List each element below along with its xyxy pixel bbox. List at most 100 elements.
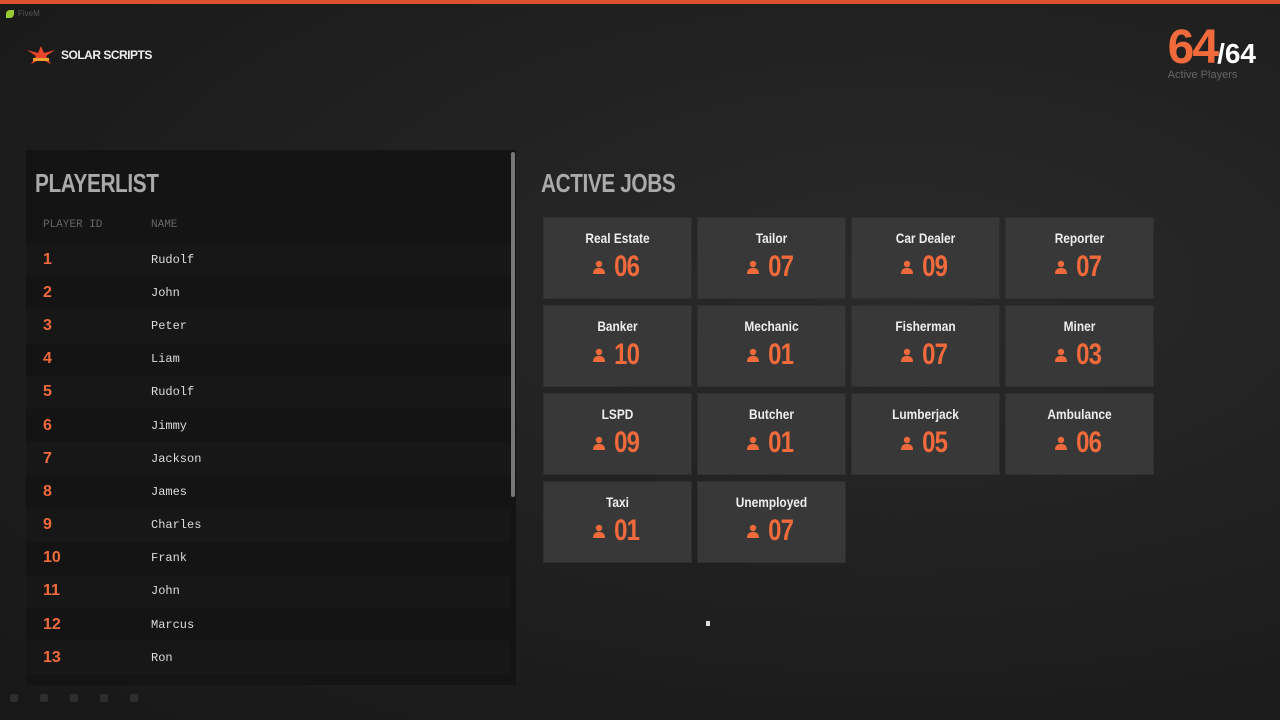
- toolbar-icon[interactable]: [40, 694, 48, 702]
- job-count: 01: [768, 338, 794, 371]
- player-row[interactable]: 9 Charles: [26, 508, 510, 542]
- playerlist-title: PLAYERLIST: [35, 168, 159, 198]
- toolbar-icon[interactable]: [70, 694, 78, 702]
- job-tile[interactable]: Car Dealer 09: [851, 217, 1000, 299]
- job-name: Banker: [597, 318, 638, 334]
- player-id: 13: [43, 648, 61, 666]
- job-tile[interactable]: Mechanic 01: [697, 305, 846, 387]
- player-rows: 1 Rudolf 2 John 3 Peter 4 Liam 5 Rudolf 6 Jimmy 7 Jac…: [26, 243, 510, 675]
- job-name: Lumberjack: [892, 406, 959, 422]
- person-icon: [1055, 348, 1068, 362]
- player-row[interactable]: 12 Marcus: [26, 608, 510, 641]
- person-icon: [593, 348, 606, 362]
- player-id: 6: [43, 416, 52, 434]
- job-name: Taxi: [606, 494, 629, 510]
- job-count: 06: [614, 250, 640, 283]
- job-name: Butcher: [749, 406, 794, 422]
- job-count: 07: [768, 250, 794, 283]
- job-name: LSPD: [601, 406, 634, 422]
- person-icon: [593, 260, 606, 274]
- person-icon: [901, 436, 914, 450]
- job-count: 07: [768, 514, 794, 547]
- top-accent-bar: [0, 0, 1280, 4]
- person-icon: [747, 436, 760, 450]
- job-name: Fisherman: [895, 318, 956, 334]
- player-name: James: [151, 484, 188, 499]
- job-name: Reporter: [1054, 230, 1105, 246]
- job-name: Miner: [1063, 318, 1096, 334]
- player-row[interactable]: 10 Frank: [26, 542, 510, 575]
- person-icon: [747, 260, 760, 274]
- toolbar-icon[interactable]: [100, 694, 108, 702]
- person-icon: [747, 348, 760, 362]
- player-id: 10: [43, 549, 61, 567]
- player-name: Frank: [151, 551, 188, 566]
- active-count: 64: [1167, 21, 1219, 74]
- player-row[interactable]: 3 Peter: [26, 309, 510, 343]
- player-row[interactable]: 7 Jackson: [26, 442, 510, 476]
- job-tile[interactable]: Miner 03: [1005, 305, 1154, 387]
- player-name: Jimmy: [151, 418, 188, 433]
- job-tile[interactable]: Real Estate 06: [543, 217, 692, 299]
- player-name: Rudolf: [151, 385, 195, 400]
- job-tile[interactable]: Banker 10: [543, 305, 692, 387]
- job-tile[interactable]: Reporter 07: [1005, 217, 1154, 299]
- job-tile[interactable]: Butcher 01: [697, 393, 846, 475]
- job-tile[interactable]: Fisherman 07: [851, 305, 1000, 387]
- toolbar-icon[interactable]: [10, 694, 18, 702]
- job-count: 09: [614, 426, 640, 459]
- job-tile[interactable]: Unemployed 07: [697, 481, 846, 563]
- window-title-text: FiveM: [18, 9, 40, 18]
- player-row[interactable]: 11 John: [26, 574, 510, 609]
- player-row[interactable]: 6 Jimmy: [26, 409, 510, 442]
- job-name: Tailor: [755, 230, 788, 246]
- job-count: 09: [922, 250, 948, 283]
- player-row[interactable]: 4 Liam: [26, 343, 510, 376]
- player-name: Marcus: [151, 617, 195, 632]
- window-title: FiveM: [6, 9, 40, 18]
- player-name: Jackson: [151, 451, 202, 466]
- app-icon: [6, 9, 14, 18]
- job-tile[interactable]: Lumberjack 05: [851, 393, 1000, 475]
- player-name: John: [151, 285, 180, 300]
- mouse-cursor: [706, 621, 710, 626]
- player-name: Charles: [151, 518, 202, 533]
- player-id: 2: [43, 283, 52, 301]
- job-count: 10: [614, 338, 640, 371]
- job-tile[interactable]: LSPD 09: [543, 393, 692, 475]
- jobs-grid: Real Estate 06 Tailor 07 Car Dealer 09 Reporte…: [543, 217, 1154, 563]
- player-id: 9: [43, 516, 52, 534]
- job-name: Ambulance: [1047, 406, 1112, 422]
- player-id: 5: [43, 383, 52, 401]
- job-count: 03: [1076, 338, 1102, 371]
- person-icon: [901, 260, 914, 274]
- job-count: 01: [768, 426, 794, 459]
- player-row[interactable]: 5 Rudolf: [26, 375, 510, 409]
- person-icon: [901, 348, 914, 362]
- playerlist-panel: PLAYERLIST PLAYER ID NAME 1 Rudolf 2 John 3 P…: [26, 150, 516, 685]
- toolbar-icon[interactable]: [130, 694, 138, 702]
- player-name: Ron: [151, 650, 173, 665]
- job-tile[interactable]: Taxi 01: [543, 481, 692, 563]
- job-tile[interactable]: Ambulance 06: [1005, 393, 1154, 475]
- playerlist-scrollbar[interactable]: [511, 152, 515, 497]
- bottom-toolbar: [10, 694, 138, 702]
- player-name: Liam: [151, 352, 180, 367]
- active-players-counter: 64/64 Active Players: [1168, 20, 1256, 81]
- player-row[interactable]: 1 Rudolf: [26, 243, 510, 277]
- person-icon: [593, 436, 606, 450]
- job-tile[interactable]: Tailor 07: [697, 217, 846, 299]
- job-name: Unemployed: [735, 494, 808, 510]
- column-header-player-id: PLAYER ID: [43, 219, 103, 231]
- player-row[interactable]: 2 John: [26, 276, 510, 309]
- person-icon: [747, 524, 760, 538]
- person-icon: [593, 524, 606, 538]
- player-row[interactable]: 8 James: [26, 475, 510, 508]
- player-id: 11: [43, 582, 60, 600]
- person-icon: [1055, 260, 1068, 274]
- brand-name: SOLAR SCRIPTS: [61, 48, 152, 62]
- player-id: 4: [43, 350, 52, 368]
- player-id: 8: [43, 482, 52, 500]
- player-row[interactable]: 13 Ron: [26, 641, 510, 675]
- counter-label: Active Players: [1167, 69, 1238, 81]
